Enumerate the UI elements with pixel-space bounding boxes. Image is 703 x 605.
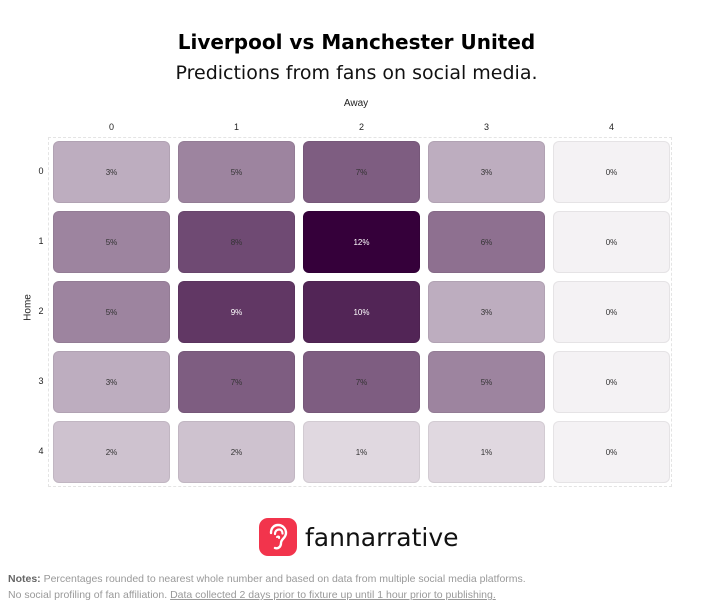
cell-value-label: 1%: [480, 447, 493, 457]
brand-name: fannarrative: [305, 522, 459, 552]
heatmap-cell: 2%: [178, 421, 295, 483]
heatmap-cell: 8%: [178, 211, 295, 273]
heatmap-cell: 3%: [428, 141, 545, 203]
heatmap-cell: 0%: [553, 421, 670, 483]
cell-value-label: 2%: [105, 447, 118, 457]
x-axis-title: Away: [343, 98, 369, 109]
x-tick-label: 1: [233, 122, 239, 132]
x-tick-label: 4: [608, 122, 614, 132]
notes-line-1: Notes: Percentages rounded to nearest wh…: [8, 573, 526, 585]
y-tick-label: 0: [38, 166, 44, 176]
x-tick-label: 2: [358, 122, 364, 132]
heatmap-cell: 3%: [53, 351, 170, 413]
heatmap-cell: 9%: [178, 281, 295, 343]
heatmap-cell: 1%: [303, 421, 420, 483]
cell-value-label: 0%: [605, 307, 618, 317]
cell-value-label: 3%: [480, 307, 493, 317]
chart-title: Liverpool vs Manchester United: [177, 30, 536, 54]
heatmap-cell: 3%: [428, 281, 545, 343]
cell-value-label: 5%: [105, 237, 118, 247]
cell-value-label: 7%: [355, 167, 368, 177]
cell-value-label: 3%: [480, 167, 493, 177]
heatmap-cell: 1%: [428, 421, 545, 483]
notes-text-1: Percentages rounded to nearest whole num…: [43, 573, 526, 585]
y-tick-label: 3: [38, 376, 44, 386]
cell-value-label: 0%: [605, 447, 618, 457]
cell-value-label: 5%: [105, 307, 118, 317]
cell-value-label: 5%: [480, 377, 493, 387]
cell-value-label: 3%: [105, 377, 118, 387]
heatmap-cell: 0%: [553, 351, 670, 413]
heatmap-cell: 5%: [428, 351, 545, 413]
x-tick-label: 3: [483, 122, 489, 132]
heatmap-cell: 5%: [53, 281, 170, 343]
cell-value-label: 7%: [230, 377, 243, 387]
y-tick-label: 2: [38, 306, 44, 316]
notes-label: Notes:: [8, 573, 41, 585]
heatmap-cell: 0%: [553, 211, 670, 273]
cell-value-label: 5%: [230, 167, 243, 177]
chart-subtitle: Predictions from fans on social media.: [175, 62, 538, 84]
cell-value-label: 12%: [353, 237, 370, 247]
cell-value-label: 3%: [105, 167, 118, 177]
heatmap-cell: 5%: [53, 211, 170, 273]
cell-value-label: 0%: [605, 167, 618, 177]
cell-value-label: 0%: [605, 237, 618, 247]
heatmap-cell: 0%: [553, 281, 670, 343]
cell-value-label: 10%: [353, 307, 370, 317]
brand-logo: fannarrative: [259, 518, 459, 556]
y-tick-label: 4: [38, 446, 44, 456]
x-tick-label: 0: [108, 122, 114, 132]
ear-icon: [259, 518, 297, 556]
heatmap-cell: 5%: [178, 141, 295, 203]
heatmap-cell: 6%: [428, 211, 545, 273]
cell-value-label: 0%: [605, 377, 618, 387]
cell-value-label: 1%: [355, 447, 368, 457]
y-axis-title: Home: [22, 294, 34, 321]
cell-value-label: 9%: [230, 307, 243, 317]
y-tick-label: 1: [38, 236, 44, 246]
heatmap-cell: 10%: [303, 281, 420, 343]
cell-value-label: 6%: [480, 237, 493, 247]
cell-value-label: 2%: [230, 447, 243, 457]
heatmap-cell: 3%: [53, 141, 170, 203]
cell-value-label: 8%: [230, 237, 243, 247]
notes-line-2: No social profiling of fan affiliation. …: [8, 589, 496, 601]
data-collection-link[interactable]: Data collected 2 days prior to fixture u…: [170, 589, 496, 601]
heatmap-cell: 7%: [303, 141, 420, 203]
heatmap-frame: [48, 137, 672, 487]
heatmap-cell: 12%: [303, 211, 420, 273]
heatmap-cell: 2%: [53, 421, 170, 483]
heatmap-cell: 7%: [303, 351, 420, 413]
heatmap-cell: 0%: [553, 141, 670, 203]
cell-value-label: 7%: [355, 377, 368, 387]
notes-text-2: No social profiling of fan affiliation.: [8, 589, 168, 601]
heatmap-cell: 7%: [178, 351, 295, 413]
